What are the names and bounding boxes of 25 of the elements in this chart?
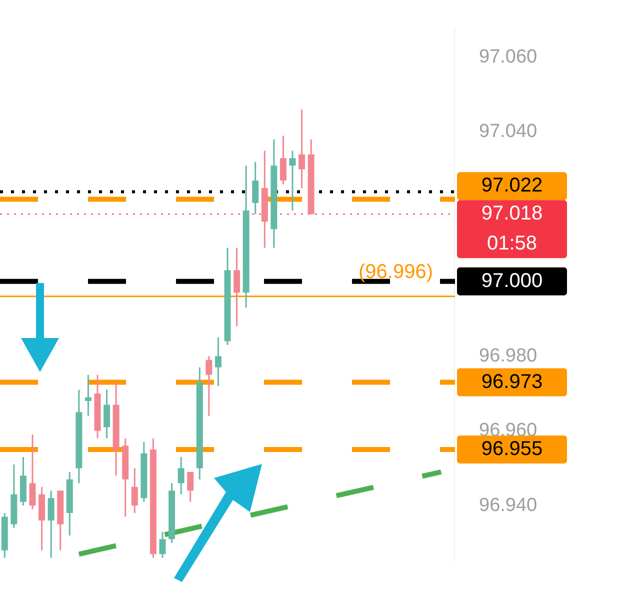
- candlestick: [159, 530, 166, 559]
- ref-line-label: 97.018: [481, 202, 543, 225]
- y-tick-label: 97.040: [479, 121, 538, 142]
- candlestick: [84, 374, 92, 417]
- candlestick: [252, 161, 259, 215]
- candlestick: [48, 490, 54, 559]
- ref-line-label: (96.996): [358, 260, 433, 283]
- text: 01:58: [486, 232, 538, 255]
- candlestick: [29, 434, 36, 510]
- y-tick-label: 97.060: [479, 46, 538, 68]
- candlestick: [104, 389, 110, 440]
- ref-line-label: 97.000: [481, 270, 543, 292]
- candlestick: [214, 336, 222, 387]
- y-tick-label: 96.940: [479, 494, 538, 516]
- ref-line-label: 97.022: [481, 174, 543, 197]
- candlestick: [234, 247, 240, 328]
- ref-line-label: 96.973: [481, 370, 543, 393]
- candlestick: [280, 134, 286, 186]
- candlestick: [298, 108, 306, 189]
- candlestick: [289, 150, 296, 212]
- y-tick-label: 96.980: [479, 345, 538, 366]
- candlestick: [206, 355, 212, 417]
- candlestick: [131, 467, 138, 514]
- candlestick: [187, 471, 194, 503]
- candlestick: [178, 456, 184, 496]
